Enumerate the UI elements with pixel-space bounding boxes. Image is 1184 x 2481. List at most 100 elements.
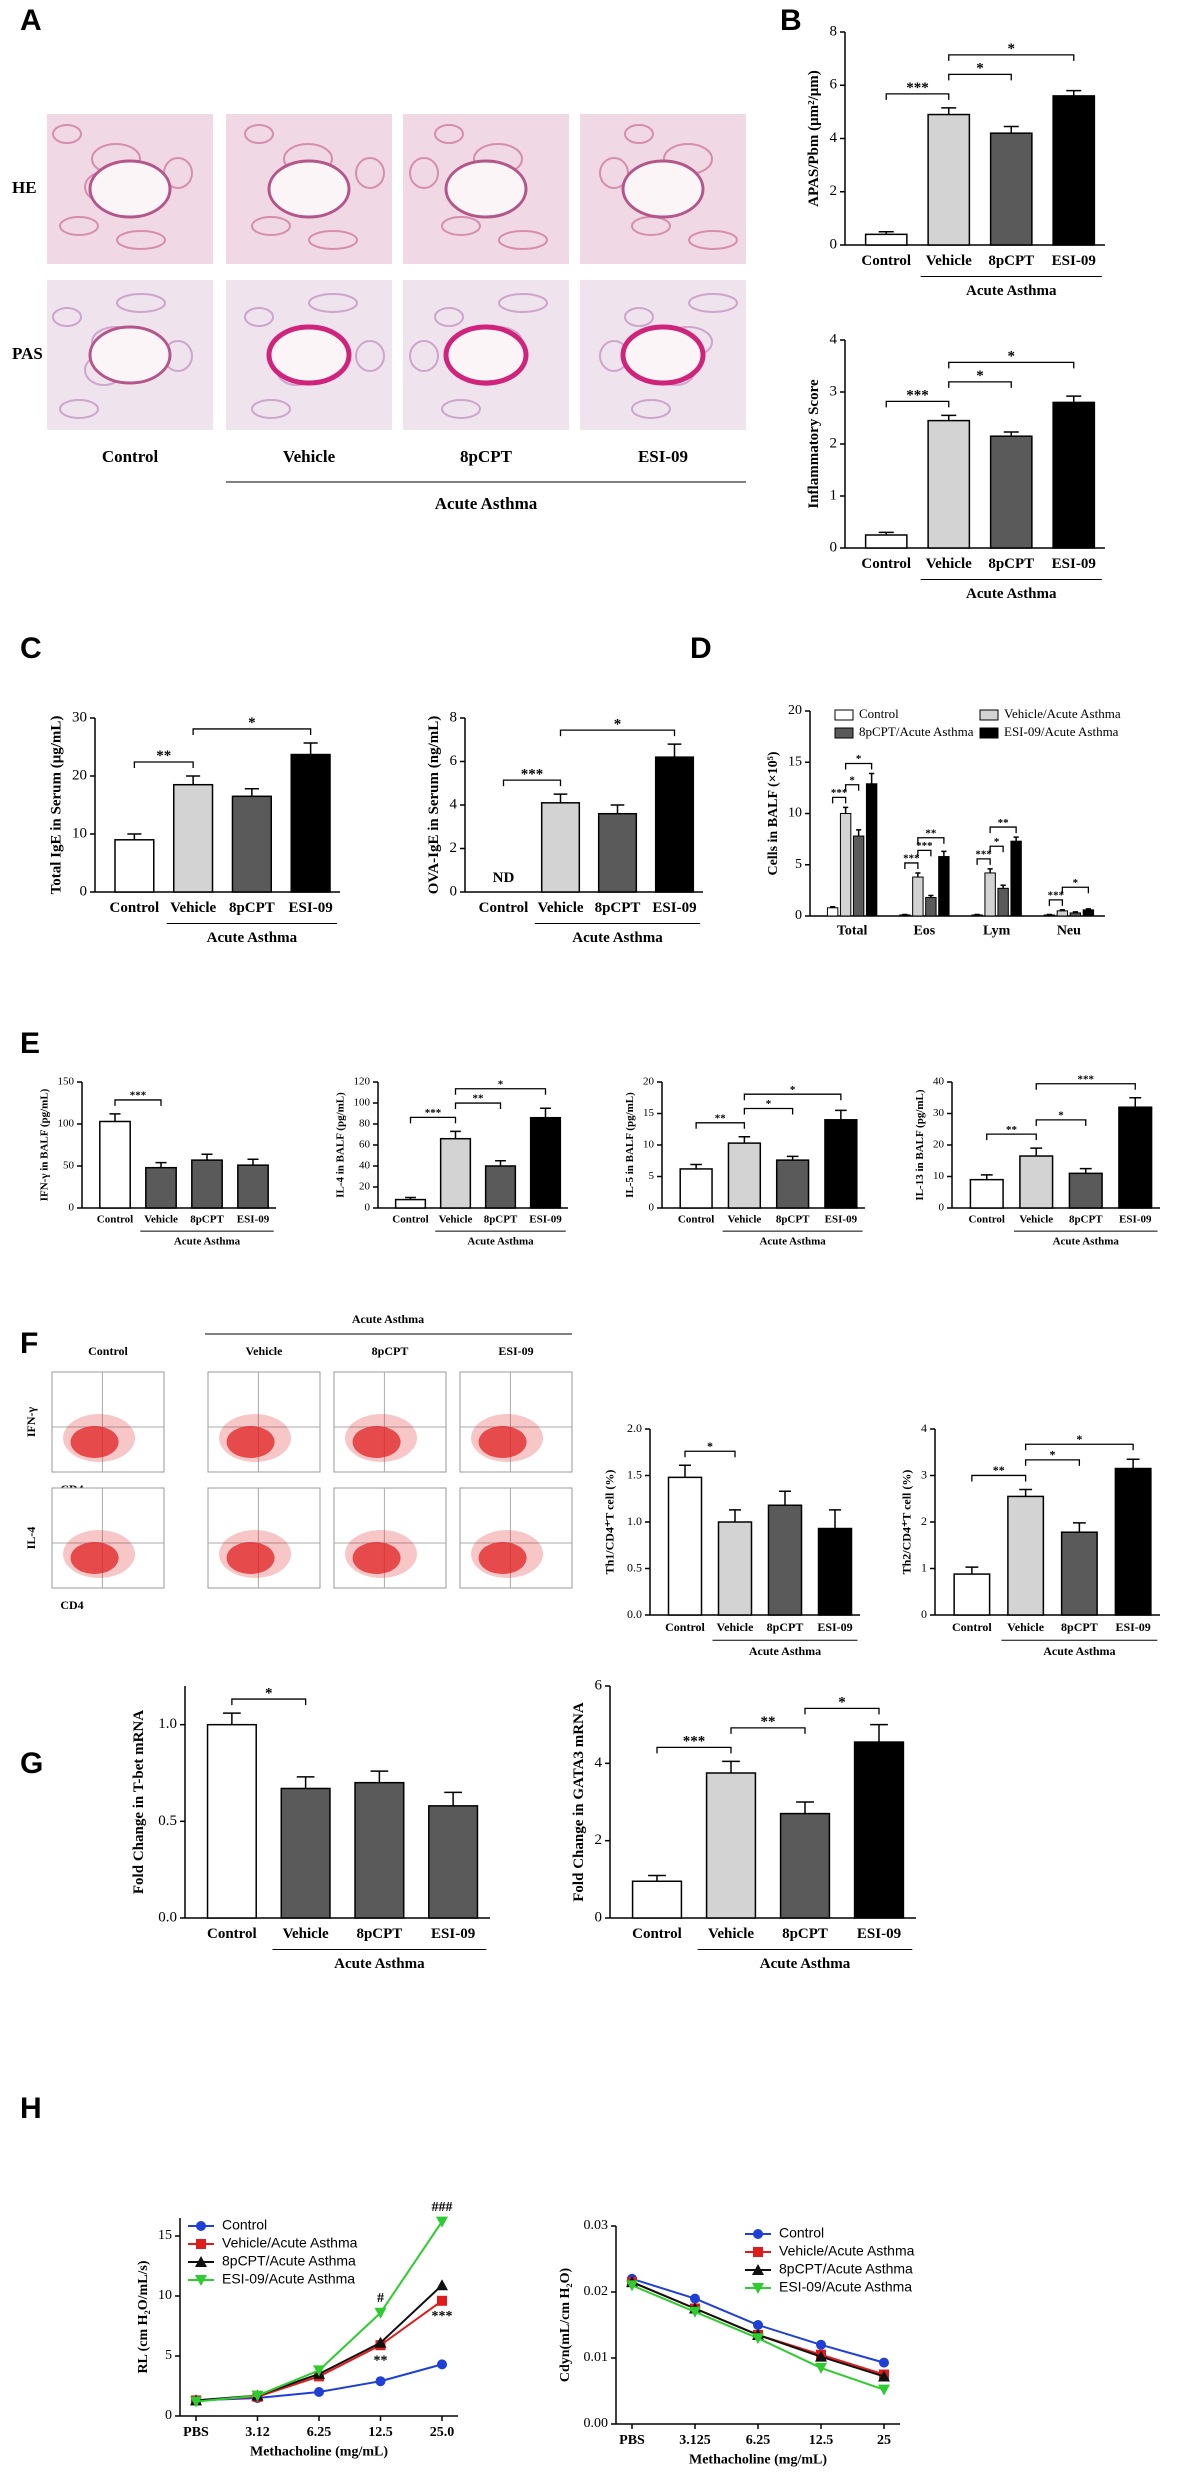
tissue xyxy=(308,230,358,250)
marker xyxy=(195,2275,207,2286)
x-tick-label: Eos xyxy=(913,924,935,939)
legend-label: Control xyxy=(779,2225,824,2241)
marker xyxy=(752,2283,764,2294)
significance-bracket xyxy=(989,826,1017,834)
column-label: Vehicle xyxy=(283,447,336,466)
y-tick-label: 0 xyxy=(830,539,838,555)
error-bar xyxy=(738,1136,751,1144)
y-tick-label: 4 xyxy=(595,1755,603,1771)
legend-label: 8pCPT/Acute Asthma xyxy=(859,724,974,739)
bar xyxy=(597,812,638,893)
bar xyxy=(1052,95,1096,246)
y-tick-label: 4 xyxy=(921,1421,927,1435)
y-tick-label: 8 xyxy=(830,23,838,39)
error-bar xyxy=(405,1196,416,1200)
bar xyxy=(394,1198,427,1209)
legend-label: Vehicle/Acute Asthma xyxy=(1004,706,1121,721)
tissue xyxy=(409,157,439,189)
cell-cloud xyxy=(70,1426,119,1458)
tissue xyxy=(631,399,671,419)
marker xyxy=(313,2365,325,2377)
significance-label: *** xyxy=(975,849,992,861)
x-tick-label: Vehicle xyxy=(708,1926,754,1942)
y-tick-label: 100 xyxy=(58,1118,75,1130)
bar xyxy=(529,1116,562,1209)
legend-label: Vehicle/Acute Asthma xyxy=(779,2243,915,2259)
y-axis-label: Inflammatory Score xyxy=(806,379,822,509)
tissue xyxy=(498,293,548,313)
flow-plot xyxy=(459,1487,573,1589)
error-bar xyxy=(1003,431,1019,437)
bar xyxy=(925,897,937,917)
significance-label: ** xyxy=(925,827,937,839)
significance-bracket xyxy=(133,761,194,768)
significance-bracket xyxy=(844,784,860,791)
x-tick-label: Control xyxy=(952,1620,992,1634)
legend-label: Control xyxy=(859,706,899,721)
tissue xyxy=(688,230,738,250)
x-tick-label: ESI-09 xyxy=(825,1214,858,1226)
significance-label: * xyxy=(248,715,256,731)
cell-cloud xyxy=(352,1426,401,1458)
row-label: IL-4 xyxy=(24,1527,38,1550)
tissue xyxy=(434,124,464,144)
significance-label: * xyxy=(1008,41,1016,57)
error-bar xyxy=(796,1801,814,1814)
error-bar xyxy=(155,1161,167,1168)
airway xyxy=(444,159,528,219)
y-tick-label: 10 xyxy=(788,806,802,821)
flow-plot xyxy=(51,1371,165,1473)
annotation: *** xyxy=(432,2309,453,2324)
y-axis-label: IL-5 in BALF (pg/mL) xyxy=(624,1092,636,1198)
y-tick-label: 6 xyxy=(595,1677,603,1693)
bar xyxy=(540,802,581,893)
y-tick-label: 60 xyxy=(359,1139,371,1151)
bar xyxy=(817,1527,853,1616)
error-bar xyxy=(878,230,894,235)
bar xyxy=(290,753,331,893)
x-tick-label: ESI-09 xyxy=(1052,253,1096,269)
x-tick-label: ESI-09 xyxy=(431,1926,475,1942)
y-axis-label: Th1/CD4⁺T cell (%) xyxy=(603,1470,617,1575)
y-tick-label: 0.0 xyxy=(158,1909,177,1925)
significance-bracket xyxy=(971,1474,1027,1482)
significance-label: * xyxy=(849,774,855,786)
x-tick-label: ESI-09 xyxy=(289,900,333,916)
airway xyxy=(88,159,172,219)
significance-bracket xyxy=(904,862,919,869)
y-tick-label: 10 xyxy=(158,2288,172,2303)
error-bar xyxy=(1072,1522,1086,1533)
significance-bracket xyxy=(948,361,1075,369)
bar xyxy=(1052,401,1096,549)
row-label: PAS xyxy=(12,344,43,363)
y-axis-label: Cells in BALF (×10⁵) xyxy=(766,751,781,875)
x-tick-label: ESI-09 xyxy=(237,1214,270,1226)
significance-label: *** xyxy=(683,1734,706,1750)
y-tick-label: 20 xyxy=(359,1181,371,1193)
y-tick-label: 0 xyxy=(69,1202,75,1214)
marker xyxy=(753,2320,763,2330)
legend-swatch xyxy=(834,727,854,739)
significance-label: * xyxy=(976,61,984,77)
marker xyxy=(878,2384,890,2396)
significance-bracket xyxy=(948,54,1075,61)
x-tick-label: 6.25 xyxy=(307,2425,332,2440)
x-tick-label: Control xyxy=(678,1214,714,1226)
error-bar xyxy=(1129,1097,1142,1108)
group-label: Acute Asthma xyxy=(174,1236,241,1248)
bar xyxy=(997,887,1009,917)
bar xyxy=(145,1166,177,1209)
bar xyxy=(865,783,878,917)
x-tick-label: 8pCPT xyxy=(484,1214,518,1226)
bar xyxy=(679,1168,713,1209)
significance-bracket xyxy=(409,1116,457,1124)
significance-label: * xyxy=(766,1098,772,1110)
column-label: Control xyxy=(88,1344,128,1358)
x-tick-label: 12.5 xyxy=(809,2433,834,2448)
significance-label: * xyxy=(1008,349,1016,365)
flow-plot xyxy=(207,1487,321,1589)
marker xyxy=(375,2376,386,2387)
tissue xyxy=(599,157,629,189)
x-tick-label: Vehicle xyxy=(1019,1214,1053,1226)
cell-cloud xyxy=(471,1530,544,1578)
